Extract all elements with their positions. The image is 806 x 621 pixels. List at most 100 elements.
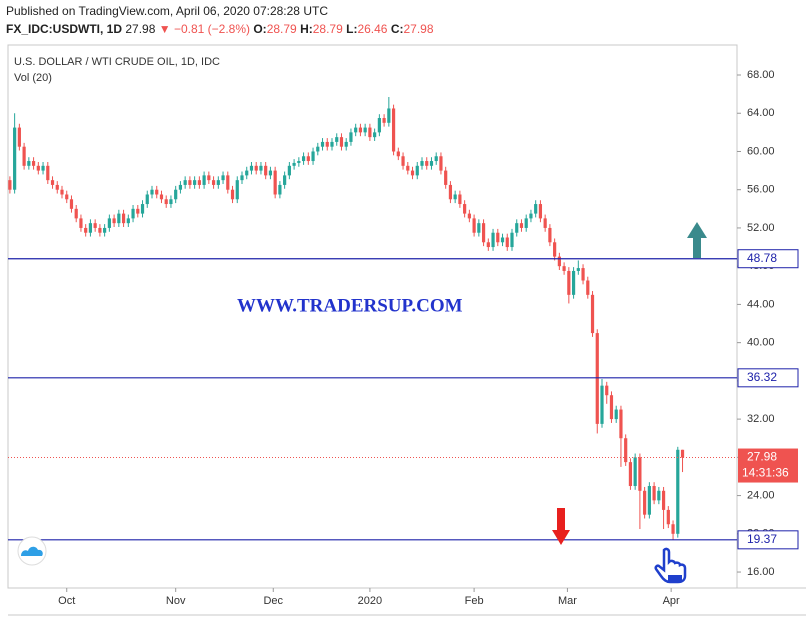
- y-tick-label: 52.00: [747, 222, 775, 234]
- candle-body: [325, 141, 329, 147]
- candle-body: [609, 395, 614, 420]
- y-tick-label: 16.00: [747, 566, 775, 578]
- candle-body: [121, 213, 126, 224]
- candle-body: [387, 108, 391, 123]
- candle-body: [676, 449, 680, 534]
- candle-body: [297, 161, 301, 163]
- candle-body: [178, 184, 183, 190]
- candle-body: [481, 223, 486, 243]
- last-price: 27.98: [125, 22, 155, 36]
- candle-body: [671, 524, 675, 534]
- candle-body: [657, 490, 661, 501]
- candle-body: [562, 266, 566, 271]
- candle-body: [79, 218, 83, 228]
- candle-body: [524, 218, 528, 228]
- symbol-line: FX_IDC:USDWTI, 1D 27.98 ▼ −0.81 (−2.8%) …: [6, 22, 434, 36]
- watermark: WWW.TRADERSUP.COM: [237, 295, 463, 316]
- candle-body: [339, 137, 344, 147]
- candle-body: [235, 180, 239, 200]
- candle-body: [287, 165, 291, 176]
- y-tick-label: 64.00: [747, 107, 775, 119]
- x-tick-label: Oct: [58, 595, 75, 607]
- candle-body: [311, 151, 315, 162]
- candle-body: [486, 242, 490, 248]
- y-tick-label: 40.00: [747, 337, 775, 349]
- candle-body: [140, 204, 145, 214]
- candle-body: [136, 208, 140, 214]
- candle-body: [415, 165, 419, 176]
- candle-body: [264, 165, 268, 176]
- candle-body: [519, 223, 524, 228]
- candle-body: [368, 127, 372, 138]
- candle-body: [500, 237, 505, 243]
- candle-body: [349, 132, 353, 142]
- candle-body: [496, 232, 500, 243]
- open-value: 28.79: [267, 22, 297, 36]
- candle-body: [581, 268, 585, 281]
- high-value: 28.79: [313, 22, 343, 36]
- candle-body: [197, 180, 201, 185]
- candle-body: [31, 161, 36, 166]
- indicator-label: Vol (20): [14, 72, 52, 84]
- candle-body: [164, 199, 168, 205]
- low-label: L:: [346, 22, 357, 36]
- hand-icon: [654, 547, 687, 584]
- candle-body: [586, 280, 590, 295]
- candle-body: [60, 189, 64, 195]
- candle-body: [652, 486, 656, 501]
- candle-body: [202, 175, 206, 185]
- candle-body: [169, 199, 173, 205]
- candle-body: [680, 449, 685, 458]
- candle-body: [207, 175, 211, 181]
- x-tick-label: Nov: [166, 595, 186, 607]
- candle-body: [553, 242, 557, 257]
- y-tick-label: 60.00: [747, 145, 775, 157]
- candle-body: [126, 218, 130, 224]
- candle-body: [396, 151, 400, 157]
- candle-body: [131, 208, 135, 219]
- candle-body: [188, 180, 192, 185]
- candle-body: [93, 223, 97, 228]
- candle-body: [46, 165, 50, 181]
- candle-body: [363, 127, 367, 133]
- open-label: O:: [253, 22, 266, 36]
- candle-body: [619, 409, 623, 439]
- candle-body: [401, 156, 405, 166]
- candle-body: [159, 194, 164, 200]
- x-tick-label: Dec: [263, 595, 283, 607]
- candle-body: [505, 237, 509, 248]
- y-tick-label: 44.00: [747, 298, 775, 310]
- candle-body: [354, 127, 358, 133]
- candle-body: [301, 156, 306, 162]
- high-label: H:: [300, 22, 313, 36]
- candle-body: [335, 137, 339, 142]
- last-price-box: [738, 448, 798, 483]
- candle-body: [576, 268, 580, 271]
- candle-body: [491, 232, 495, 248]
- candle-body: [344, 141, 348, 147]
- y-tick-label: 24.00: [747, 489, 775, 501]
- candle-body: [382, 118, 386, 123]
- x-tick-label: Feb: [465, 595, 484, 607]
- candle-body: [330, 141, 334, 147]
- candle-body: [590, 294, 595, 334]
- candle-body: [534, 204, 538, 214]
- candle-body: [666, 509, 670, 525]
- candle-body: [74, 208, 78, 219]
- candle-body: [453, 194, 457, 200]
- candle-body: [448, 184, 453, 200]
- candle-body: [410, 170, 415, 176]
- candle-body: [420, 161, 424, 166]
- level-label: 19.37: [747, 532, 777, 546]
- candle-body: [571, 270, 576, 295]
- candle-body: [358, 127, 363, 133]
- candle-body: [174, 189, 178, 200]
- candle-body: [278, 184, 282, 195]
- candle-body: [268, 170, 273, 176]
- candle-body: [230, 189, 235, 200]
- candle-body: [98, 227, 102, 233]
- close-label: C:: [391, 22, 404, 36]
- candle-body: [193, 180, 197, 185]
- candle-body: [88, 223, 93, 233]
- down-arrow: [552, 508, 570, 545]
